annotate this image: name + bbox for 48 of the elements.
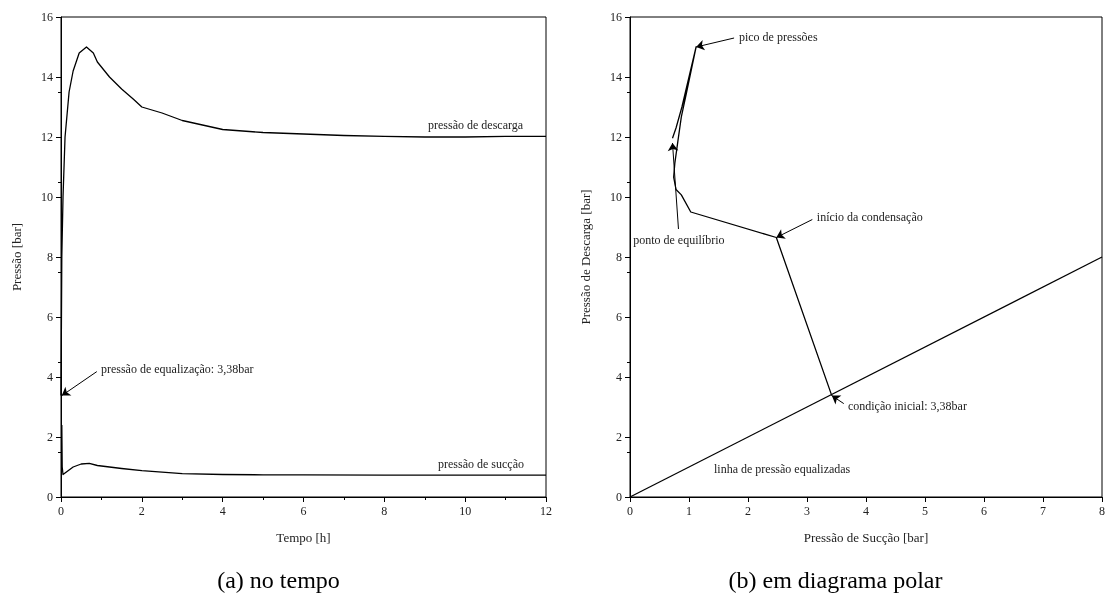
y-tick-label: 4 bbox=[616, 370, 622, 384]
y-tick-label: 8 bbox=[47, 250, 53, 264]
x-tick-label: 6 bbox=[981, 504, 987, 518]
x-tick-label: 2 bbox=[745, 504, 751, 518]
x-tick-label: 10 bbox=[459, 504, 472, 518]
x-tick-label: 1 bbox=[686, 504, 692, 518]
y-tick-label: 4 bbox=[47, 370, 53, 384]
y-tick-label: 10 bbox=[41, 190, 53, 204]
series-label: linha de pressão equalizadas bbox=[714, 462, 851, 476]
x-tick-label: 0 bbox=[627, 504, 633, 518]
y-tick-label: 12 bbox=[610, 130, 622, 144]
text: (b) em diagrama polar bbox=[728, 567, 943, 593]
y-axis-title: Pressão [bar] bbox=[9, 222, 24, 292]
y-tick-label: 6 bbox=[616, 310, 622, 324]
annotation: pico de pressões bbox=[738, 29, 818, 44]
y-tick-label: 6 bbox=[47, 310, 53, 324]
annotation: pressão de equalização: 3,38bar bbox=[100, 361, 254, 376]
y-tick-label: 10 bbox=[610, 190, 622, 204]
y-tick-label: 12 bbox=[41, 130, 53, 144]
x-tick-label: 2 bbox=[138, 504, 145, 518]
series-label: pressão de sucção bbox=[438, 457, 524, 472]
y-axis-title: Pressão de Descarga [bar] bbox=[578, 189, 593, 325]
x-tick-label: 8 bbox=[1099, 504, 1105, 518]
y-tick-label: 2 bbox=[616, 430, 622, 444]
y-tick-label: 14 bbox=[41, 70, 53, 84]
x-axis-title: Tempo [h] bbox=[276, 530, 331, 545]
x-axis-title: Pressão de Sucção [bar] bbox=[803, 530, 929, 545]
x-tick-label: 4 bbox=[219, 504, 226, 518]
annotation: ponto de equilíbrio bbox=[633, 232, 725, 247]
x-tick-label: 3 bbox=[804, 504, 810, 518]
y-tick-label: 8 bbox=[616, 250, 622, 264]
text: (a) no tempo bbox=[217, 567, 340, 593]
x-tick-label: 7 bbox=[1040, 504, 1046, 518]
y-tick-label: 14 bbox=[610, 70, 622, 84]
x-tick-label: 5 bbox=[922, 504, 928, 518]
y-tick-label: 2 bbox=[47, 430, 53, 444]
x-tick-label: 4 bbox=[863, 504, 869, 518]
series-label: pressão de descarga bbox=[428, 118, 524, 133]
y-tick-label: 0 bbox=[47, 490, 53, 504]
x-tick-label: 6 bbox=[300, 504, 307, 518]
y-tick-label: 0 bbox=[616, 490, 622, 504]
y-tick-label: 16 bbox=[41, 10, 53, 24]
x-tick-label: 12 bbox=[540, 504, 552, 518]
x-tick-label: 0 bbox=[58, 504, 64, 518]
x-tick-label: 8 bbox=[381, 504, 388, 518]
y-tick-label: 16 bbox=[610, 10, 622, 24]
annotation: início da condensação bbox=[816, 210, 923, 225]
annotation: condição inicial: 3,38bar bbox=[847, 399, 967, 414]
